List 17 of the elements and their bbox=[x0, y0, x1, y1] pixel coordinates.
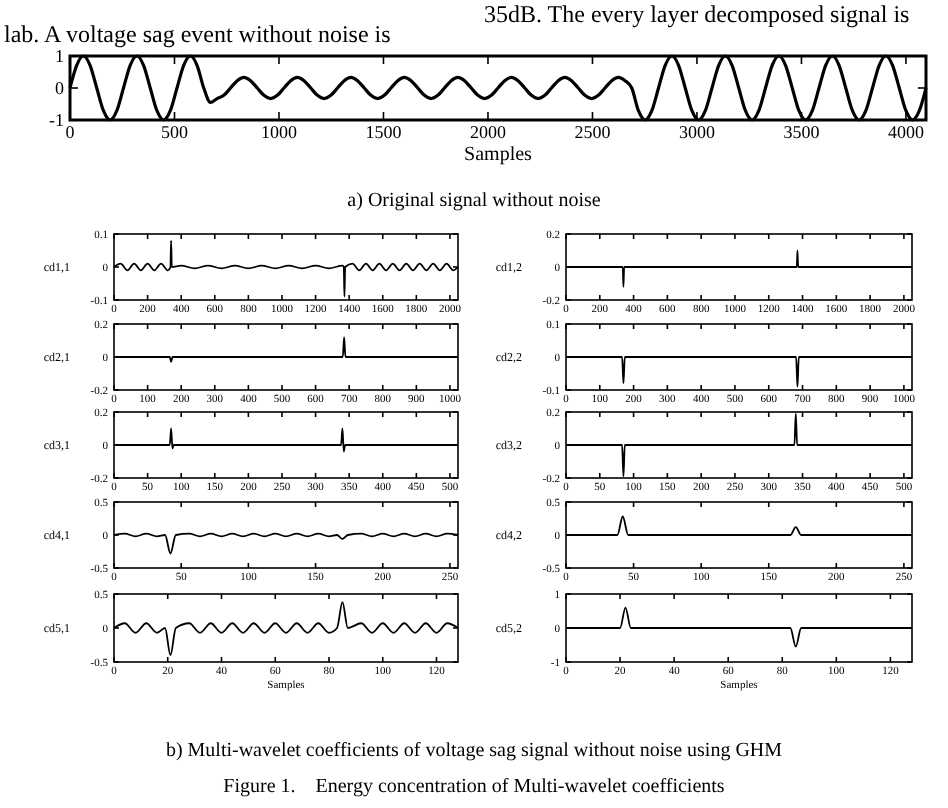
text: lab. A voltage sag event without noise is bbox=[4, 20, 392, 48]
y-tick-label: -1 bbox=[49, 110, 64, 131]
caption: Figure 1. Energy concentration of Multi-wavelet coefficients bbox=[223, 776, 725, 798]
x-tick-label: 1000 bbox=[260, 122, 298, 142]
x-tick-label: 2500 bbox=[574, 122, 612, 142]
text: a) Original signal without noise bbox=[347, 190, 602, 212]
x-tick-label: 3000 bbox=[678, 122, 716, 142]
x-tick-label: 2000 bbox=[469, 122, 507, 142]
x-axis-title: Samples bbox=[464, 144, 533, 166]
text: b) Multi-wavelet coefficients of voltage sag signal without noise using GHM bbox=[165, 740, 783, 762]
x-tick-label: 4000 bbox=[887, 122, 925, 142]
y-tick-label: 1 bbox=[55, 46, 64, 67]
y-tick-label: 0 bbox=[55, 78, 65, 99]
x-tick-label: 3500 bbox=[783, 122, 821, 142]
x-tick-label: 500 bbox=[160, 122, 189, 142]
x-tick-label: 1500 bbox=[365, 122, 403, 142]
text: 35dB. The every layer decomposed signal is bbox=[484, 0, 911, 28]
